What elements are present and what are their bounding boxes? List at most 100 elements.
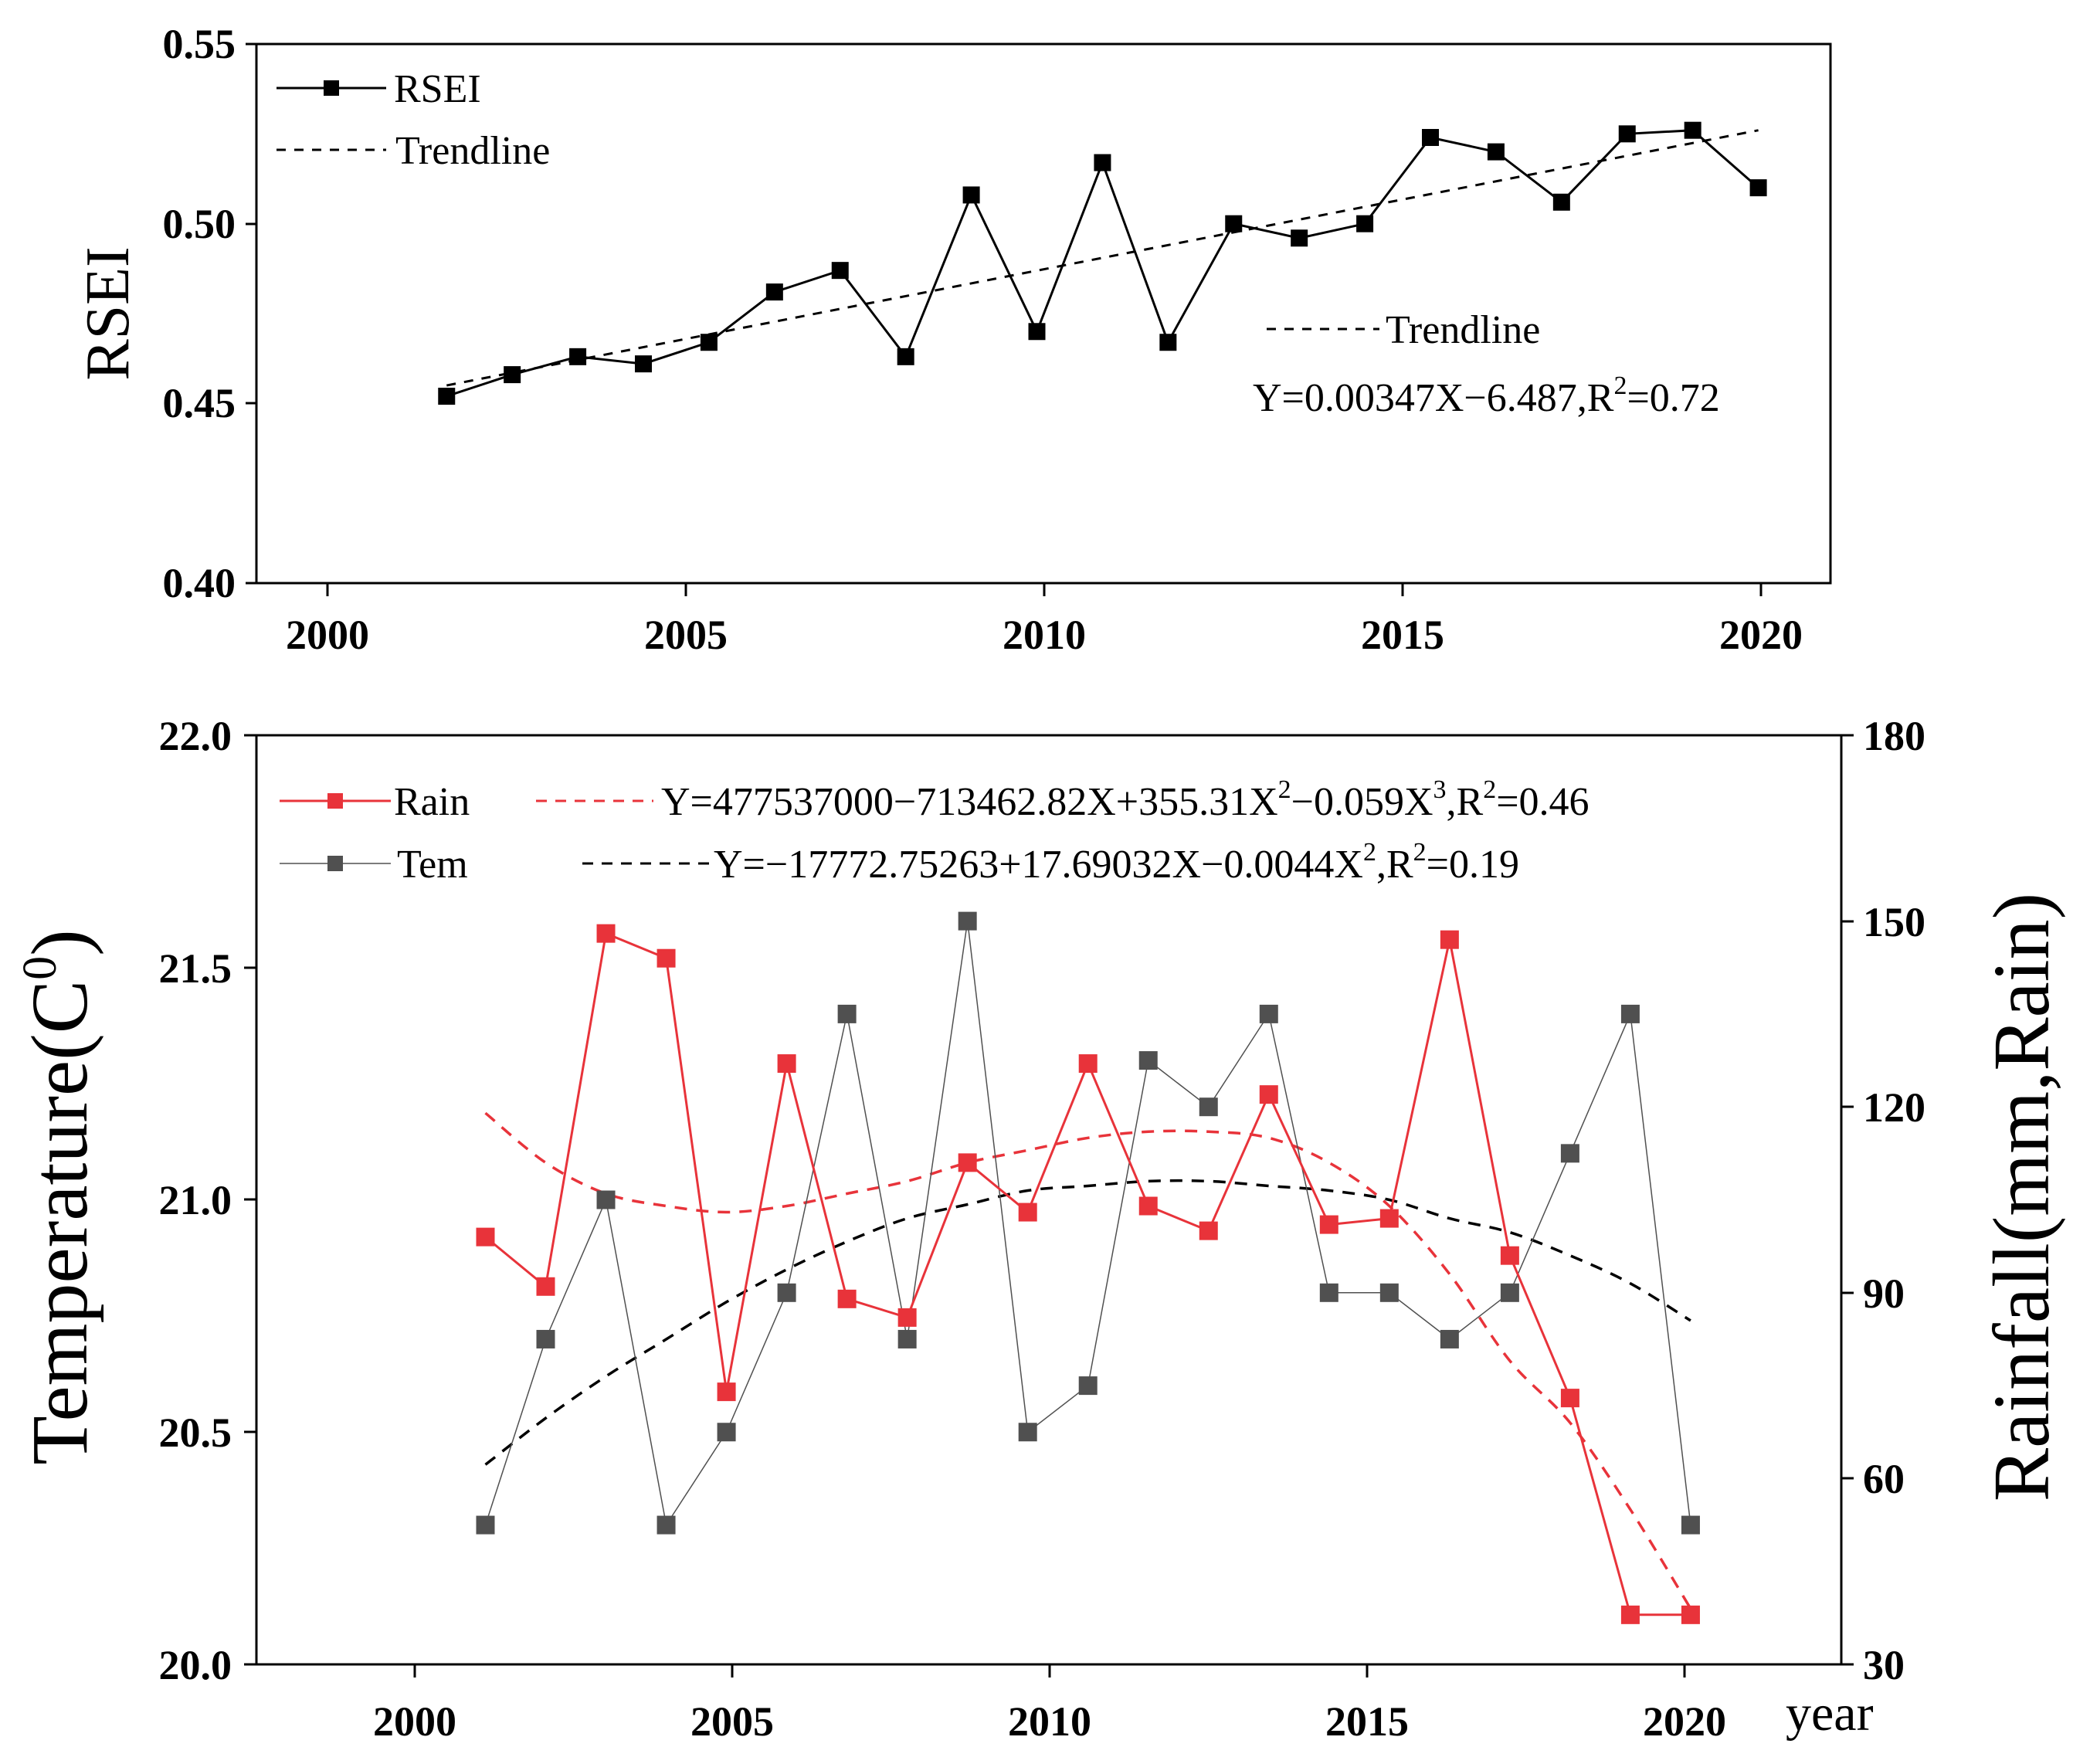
rain-point: [1440, 930, 1459, 949]
legend-rsei-label: RSEI: [394, 67, 481, 111]
climate-xtick-label: 2020: [1643, 1698, 1726, 1745]
rsei-y-axis: 0.40 0.45 0.50 0.55: [163, 21, 256, 606]
rsei-point: [569, 348, 587, 365]
climate-series-group: [476, 911, 1700, 1624]
legend-rsei-marker: [324, 80, 339, 96]
legend-rain-label: Rain: [394, 780, 470, 824]
rsei-point: [897, 348, 914, 365]
tem-point: [1018, 1423, 1037, 1442]
tem-point: [1259, 1004, 1278, 1023]
rsei-point: [1225, 215, 1243, 232]
rsei-point: [1618, 125, 1636, 143]
climate-legend: Rain Tem: [280, 780, 470, 887]
rsei-xtick-label: 2020: [1719, 612, 1803, 658]
climate-xtick-label: 2015: [1325, 1698, 1409, 1745]
tem-point: [1500, 1283, 1519, 1302]
tem-point: [1138, 1051, 1158, 1070]
tem-fit-equation: Y=−17772.75263+17.69032X−0.0044X2,R2=0.1…: [714, 838, 1519, 887]
rsei-point: [1487, 143, 1505, 161]
tem-series-line: [484, 921, 1691, 1527]
rsei-ytick-label: 0.55: [163, 21, 236, 67]
rain-point: [476, 1227, 495, 1247]
tem-point: [777, 1283, 796, 1302]
rsei-point: [700, 334, 718, 351]
rsei-point: [1552, 193, 1570, 211]
climate-xtick-label: 2000: [373, 1698, 456, 1745]
rsei-point: [962, 186, 980, 204]
rain-ytick-label: 30: [1863, 1642, 1905, 1688]
rain-ytick-label: 120: [1863, 1084, 1925, 1131]
rain-point: [897, 1308, 917, 1327]
rain-ytick-label: 180: [1863, 713, 1925, 759]
rainfall-y-axis-title: Rainfall(mm,Rain): [1977, 893, 2066, 1501]
temp-ytick-label: 20.0: [159, 1642, 232, 1688]
rsei-series-group: [438, 121, 1767, 405]
tem-point: [476, 1515, 495, 1535]
temp-ytick-label: 20.5: [159, 1410, 232, 1456]
legend-tem-marker: [327, 856, 343, 871]
rsei-point: [504, 366, 521, 384]
rsei-point: [1291, 229, 1308, 247]
temp-ytick-label: 21.0: [159, 1177, 232, 1223]
temperature-y-axis-title: Temperature(C0): [14, 929, 104, 1465]
rsei-ytick-label: 0.40: [163, 560, 236, 606]
rsei-point: [1028, 323, 1046, 341]
rain-point: [1379, 1209, 1399, 1228]
rsei-xtick-label: 2005: [644, 612, 728, 658]
rain-fit-equation: Y=477537000−713462.82X+355.31X2−0.059X3,…: [661, 775, 1590, 824]
tem-point: [596, 1190, 616, 1209]
legend-rain-marker: [327, 793, 343, 809]
climate-equations: Y=477537000−713462.82X+355.31X2−0.059X3,…: [536, 775, 1590, 887]
climate-left-y-axis: 20.0 20.5 21.0 21.5 22.0: [159, 713, 256, 1688]
tem-point: [897, 1329, 917, 1348]
tem-point: [1681, 1515, 1700, 1535]
rain-ytick-label: 150: [1863, 899, 1925, 945]
tem-point: [717, 1423, 736, 1442]
rain-point: [837, 1289, 857, 1308]
rain-point: [777, 1054, 796, 1074]
tem-point: [536, 1329, 555, 1348]
tem-point: [1199, 1097, 1218, 1117]
rain-point: [1560, 1389, 1579, 1408]
rain-point: [657, 948, 676, 968]
rsei-point: [765, 283, 783, 301]
rsei-xtick-label: 2010: [1003, 612, 1086, 658]
climate-right-y-axis: 30 60 90 120 150 180: [1841, 713, 1925, 1688]
rsei-y-axis-title: RSEI: [74, 246, 142, 380]
rain-ytick-label: 90: [1863, 1270, 1905, 1317]
tem-point: [1620, 1004, 1640, 1023]
rain-point: [1259, 1085, 1278, 1104]
rsei-point: [1684, 121, 1701, 139]
rain-point: [1138, 1196, 1158, 1216]
legend-tem-label: Tem: [397, 843, 468, 887]
rain-point: [1620, 1605, 1640, 1624]
rain-point: [596, 924, 616, 943]
temp-ytick-label: 21.5: [159, 945, 232, 992]
rsei-xtick-label: 2000: [286, 612, 369, 658]
rain-point: [1500, 1246, 1519, 1265]
rain-ytick-label: 60: [1863, 1456, 1905, 1502]
climate-chart: 20.0 20.5 21.0 21.5 22.0 30 60 90 120 15…: [14, 713, 2066, 1745]
rain-point: [958, 1153, 977, 1172]
tem-fit-curve: [484, 1179, 1691, 1466]
climate-x-axis-title: year: [1786, 1685, 1874, 1742]
climate-xtick-label: 2005: [690, 1698, 774, 1745]
rsei-ytick-label: 0.45: [163, 380, 236, 426]
rsei-point: [831, 262, 849, 280]
rsei-xtick-label: 2015: [1361, 612, 1444, 658]
rsei-point: [635, 355, 653, 373]
rain-series-line: [484, 931, 1691, 1616]
tem-point: [1078, 1376, 1098, 1396]
rain-fit-curve: [484, 1111, 1692, 1610]
rsei-equation: Y=0.00347X−6.487,R2=0.72: [1253, 371, 1720, 420]
tem-point: [1319, 1283, 1338, 1302]
tem-point: [958, 911, 977, 931]
rain-point: [1078, 1054, 1098, 1074]
rsei-point: [1094, 154, 1111, 171]
tem-point: [1440, 1329, 1459, 1348]
climate-xtick-label: 2010: [1008, 1698, 1091, 1745]
rsei-legend: RSEI Trendline: [277, 67, 550, 173]
rsei-point: [1356, 215, 1374, 232]
rsei-ytick-label: 0.50: [163, 201, 236, 247]
